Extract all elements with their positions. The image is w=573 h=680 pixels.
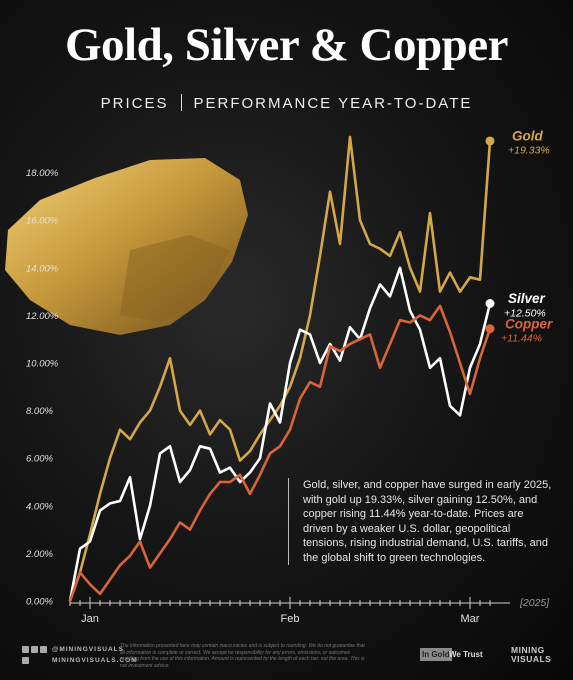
x-axis-label: [2025] [519,597,550,609]
y-tick-label: 14.00% [26,263,59,274]
partner-logo-text: We Trust [449,650,483,659]
value-label: +19.33% [508,145,550,157]
y-tick-label: 6.00% [26,454,53,465]
y-tick-label: 16.00% [26,216,59,227]
series-line [68,135,492,602]
social-icon [22,646,29,653]
y-tick-label: 12.00% [26,311,59,322]
footer-handle: @MININGVISUALS [52,646,124,653]
x-tick-label: Feb [281,613,300,625]
title: Gold, Silver & Copper [65,19,508,71]
y-tick-label: 8.00% [26,406,53,417]
series-name: Copper [505,316,553,331]
end-marker [485,324,495,334]
series-line [68,304,492,602]
annotation: Gold, silver, and copper have surged in … [288,478,553,565]
brand: MINING VISUALS [511,645,552,664]
disclaimer: The information presented here may conta… [120,643,365,669]
subtitle-right: PERFORMANCE YEAR-TO-DATE [193,95,473,112]
value-label: +12.50% [504,307,546,319]
series-name: Gold [512,129,543,144]
gold-nugget-shade [120,235,230,322]
social-icon [40,646,47,653]
end-marker [485,136,495,146]
value-label: +11.44% [501,333,542,345]
subtitle: PRICES PERFORMANCE YEAR-TO-DATE [0,94,573,112]
subtitle-left: PRICES [100,95,169,112]
y-tick-label: 18.00% [26,168,59,179]
y-tick-label: 2.00% [25,549,53,560]
x-tick-label: Mar [461,613,480,625]
y-tick-label: 10.00% [26,359,59,370]
y-tick-label: 4.00% [26,501,53,512]
partner-logo-text: In Gold [420,648,452,661]
site-icon [22,657,29,664]
separator [180,94,182,111]
end-marker [485,299,495,308]
y-tick-label: 0.00% [26,597,53,608]
x-tick-label: Jan [81,613,99,625]
footer-site: MININGVISUALS.COM [52,657,138,664]
social-icon [31,646,38,653]
series-line [68,266,492,602]
partner-logo: In Gold [418,648,452,661]
series-name: Silver [508,291,546,306]
